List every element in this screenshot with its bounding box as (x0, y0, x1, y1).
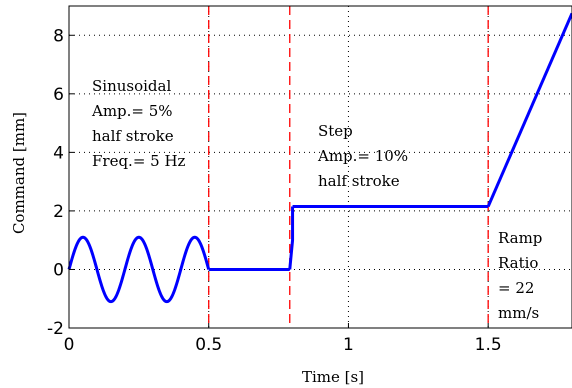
annotation-line: half stroke (318, 172, 400, 190)
y-tick-label: 4 (53, 143, 64, 163)
y-tick-label: 2 (53, 202, 64, 222)
annotation-line: half stroke (92, 127, 174, 145)
annotation-line: Step (318, 122, 353, 140)
annotation-line: Amp.= 10% (317, 147, 408, 165)
command-series (67, 12, 572, 304)
annotation-line: Amp.= 5% (91, 102, 173, 120)
x-axis-label: Time [s] (302, 368, 364, 386)
annotation-line: = 22 (498, 279, 534, 297)
phase-boundary-lines (208, 6, 489, 328)
x-tick-label: 1.5 (475, 335, 502, 355)
y-tick-label: 0 (53, 260, 64, 280)
x-tick-label: 0.5 (195, 335, 222, 355)
annotation-line: Sinusoidal (92, 77, 171, 95)
annotation-line: Freq.= 5 Hz (92, 152, 186, 170)
annotation-line: Ratio (498, 254, 538, 272)
ramp-annotation: Ramp Ratio = 22 mm/s (498, 229, 547, 322)
x-tick-label: 0 (64, 335, 75, 355)
plot-frame (68, 5, 572, 329)
sinusoidal-annotation: Sinusoidal Amp.= 5% half stroke Freq.= 5… (91, 77, 186, 170)
annotation-line: mm/s (498, 304, 539, 322)
y-tick-label: 6 (53, 85, 64, 105)
step-annotation: Step Amp.= 10% half stroke (317, 122, 413, 190)
annotation-line: Ramp (498, 229, 542, 247)
x-tick-label: 1 (343, 335, 354, 355)
y-axis-label: Command [mm] (10, 112, 28, 234)
y-tick-label: -2 (47, 319, 64, 339)
y-tick-label: 8 (53, 26, 64, 46)
command-line-segment (486, 12, 572, 208)
command-line-segment (67, 235, 211, 304)
command-line-segment (288, 206, 295, 270)
